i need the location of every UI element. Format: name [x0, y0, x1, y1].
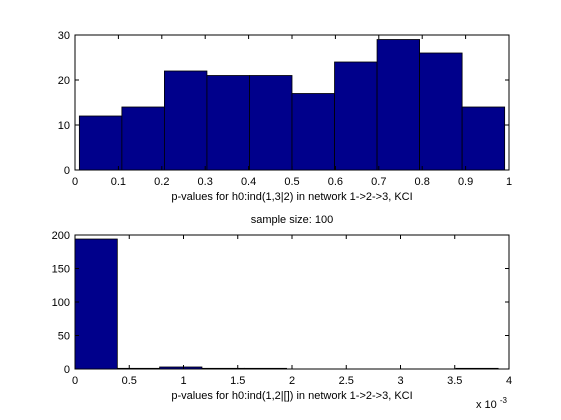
y-tick-label: 0 — [64, 165, 70, 177]
histogram-bar — [159, 366, 203, 370]
y-tick-label: 30 — [58, 30, 70, 42]
histogram-bar — [121, 106, 165, 171]
bottom-x-ticks: 0 0.5 1 1.5 2 2.5 3 3.5 4 — [72, 235, 512, 387]
x-tick-label: 0.6 — [328, 176, 343, 188]
x-tick-label: 0.2 — [154, 176, 169, 188]
histogram-bar — [74, 238, 118, 370]
top-x-axis-label: p-values for h0:ind(1,3|2) in network 1-… — [171, 191, 412, 203]
histogram-bar — [376, 39, 420, 171]
top-histogram: 0 0.1 0.2 0.3 0.4 0.5 0.6 0.7 0.8 0.9 1 0 10 20 30 p-… — [58, 30, 512, 203]
histogram-bar — [206, 75, 250, 171]
bottom-bars — [74, 238, 499, 370]
y-tick-label: 200 — [52, 230, 70, 242]
histogram-bar — [249, 75, 293, 171]
multiplier-base: x 10 — [476, 399, 497, 411]
x-tick-label: 0.1 — [111, 176, 126, 188]
y-tick-label: 150 — [52, 264, 70, 276]
histogram-bar — [461, 106, 506, 171]
histogram-bar — [243, 367, 287, 370]
y-tick-label: 0 — [64, 364, 70, 376]
x-tick-label: 0.9 — [458, 176, 473, 188]
bottom-axes-frame — [74, 234, 510, 370]
x-tick-label: 0 — [72, 375, 78, 387]
histogram-bar — [419, 52, 463, 171]
x-tick-label: 1 — [180, 375, 186, 387]
histogram-bar — [164, 70, 208, 171]
y-tick-label: 100 — [52, 297, 70, 309]
histogram-bar — [291, 93, 335, 171]
x-tick-label: 0.3 — [198, 176, 213, 188]
bottom-x-axis-label: p-values for h0:ind(1,2|[]) in network 1… — [171, 390, 412, 402]
x-tick-label: 0.7 — [371, 176, 386, 188]
x-tick-label: 0.8 — [415, 176, 430, 188]
x-tick-label: 0.5 — [284, 176, 299, 188]
x-tick-label: 1 — [506, 176, 512, 188]
x-axis-multiplier: x 10 -3 — [476, 396, 508, 411]
histogram-bar — [78, 115, 123, 171]
multiplier-exponent: -3 — [500, 396, 508, 405]
x-tick-label: 3.5 — [447, 375, 462, 387]
x-tick-label: 0.5 — [122, 375, 137, 387]
x-tick-label: 1.5 — [230, 375, 245, 387]
x-tick-label: 0 — [72, 176, 78, 188]
top-y-ticks: 0 10 20 30 — [58, 30, 509, 177]
y-tick-label: 20 — [58, 75, 70, 87]
bottom-histogram: sample size: 100 0 0.5 1 1.5 2 2.5 3 3.5 4 0 50 10… — [52, 214, 512, 411]
x-tick-label: 2 — [289, 375, 295, 387]
top-bars — [78, 39, 506, 171]
histogram-bar — [334, 61, 378, 171]
x-tick-label: 0.4 — [241, 176, 256, 188]
x-tick-label: 4 — [506, 375, 512, 387]
histogram-bar — [116, 367, 161, 370]
x-tick-label: 2.5 — [339, 375, 354, 387]
y-tick-label: 50 — [58, 331, 70, 343]
x-tick-label: 3 — [397, 375, 403, 387]
top-x-ticks: 0 0.1 0.2 0.3 0.4 0.5 0.6 0.7 0.8 0.9 1 — [72, 35, 512, 188]
bottom-y-ticks: 0 50 100 150 200 — [52, 230, 509, 376]
histogram-bar — [455, 367, 499, 370]
y-tick-label: 10 — [58, 120, 70, 132]
bottom-chart-title: sample size: 100 — [251, 214, 334, 226]
